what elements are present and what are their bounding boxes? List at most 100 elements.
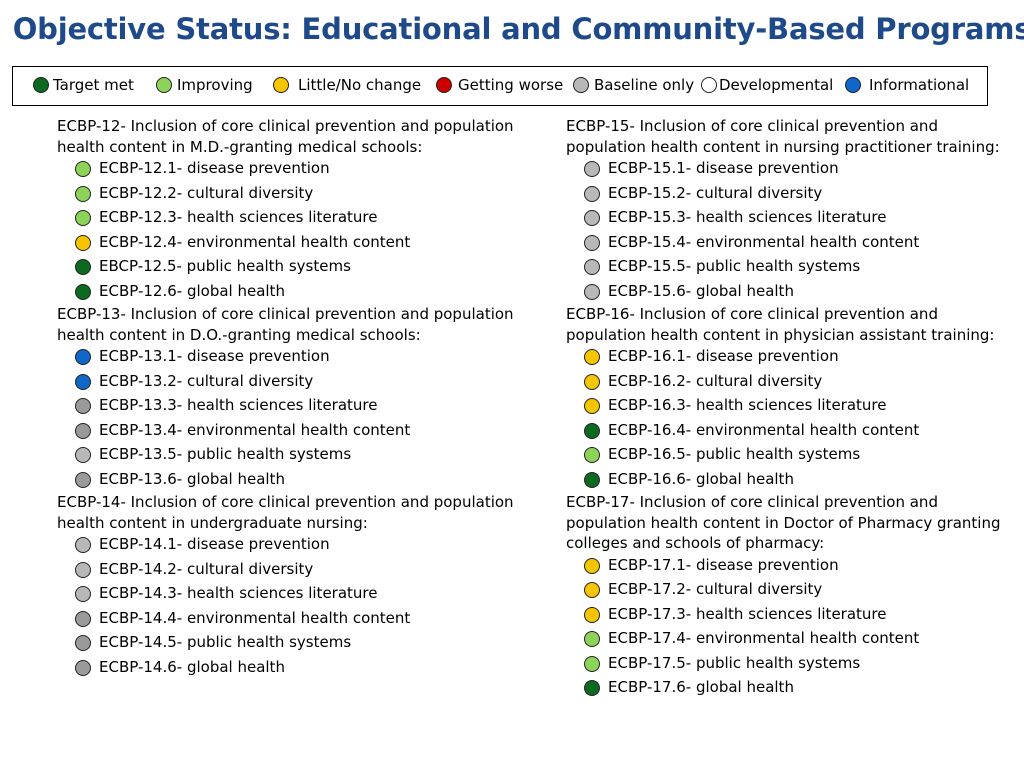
list-item: ECBP-15.2- cultural diversity — [566, 182, 1016, 207]
list-item-label: ECBP-17.2- cultural diversity — [608, 580, 823, 598]
legend-label: Developmental — [719, 76, 834, 94]
objective-ecbp-17: ECBP-17- Inclusion of core clinical prev… — [566, 492, 1016, 701]
objective-ecbp-12: ECBP-12- Inclusion of core clinical prev… — [57, 116, 527, 304]
list-item: ECBP-15.4- environmental health content — [566, 231, 1016, 256]
status-dot-icon — [436, 77, 452, 93]
objective-heading: ECBP-15- Inclusion of core clinical prev… — [566, 117, 1000, 156]
list-item-label: ECBP-14.3- health sciences literature — [99, 584, 378, 602]
status-dot-icon — [584, 210, 600, 226]
list-item: ECBP-13.1- disease prevention — [57, 345, 527, 370]
list-item: ECBP-15.3- health sciences literature — [566, 206, 1016, 231]
status-dot-icon — [75, 283, 91, 300]
objectives-right-column: ECBP-15- Inclusion of core clinical prev… — [566, 116, 1016, 701]
list-item-label: ECBP-17.3- health sciences literature — [608, 604, 887, 623]
status-legend: Target met Improving Little/No change Ge… — [12, 66, 988, 106]
objectives-left-column: ECBP-12- Inclusion of core clinical prev… — [57, 116, 527, 680]
list-item-label: ECBP-16.4- environmental health content — [608, 420, 920, 439]
list-item: ECBP-16.1- disease prevention — [566, 345, 1016, 370]
status-dot-icon — [584, 582, 600, 598]
status-dot-icon — [75, 610, 91, 627]
status-dot-icon — [584, 349, 600, 365]
list-item: ECBP-17.3- health sciences literature — [566, 603, 1016, 628]
list-item: ECBP-17.6- global health — [566, 676, 1016, 701]
list-item: ECBP-12.2- cultural diversity — [57, 182, 527, 207]
status-dot-icon — [584, 259, 600, 275]
objective-heading: ECBP-16- Inclusion of core clinical prev… — [566, 305, 995, 344]
objective-ecbp-15: ECBP-15- Inclusion of core clinical prev… — [566, 116, 1016, 304]
legend-label: Getting worse — [458, 76, 564, 94]
list-item: ECBP-12.6- global health — [57, 280, 527, 305]
list-item-label: ECBP-13.2- cultural diversity — [99, 371, 314, 390]
status-dot-icon — [75, 161, 91, 177]
list-item: ECBP-17.2- cultural diversity — [566, 578, 1016, 603]
status-dot-icon — [75, 422, 91, 439]
objective-heading: ECBP-17- Inclusion of core clinical prev… — [566, 493, 1001, 552]
list-item-label: EBCP-12.5- public health systems — [99, 257, 351, 275]
list-item-label: ECBP-14.2- cultural diversity — [99, 559, 314, 578]
list-item: ECBP-14.1- disease prevention — [57, 533, 527, 558]
status-dot-icon — [584, 398, 600, 414]
status-dot-icon — [33, 77, 49, 93]
list-item-label: ECBP-14.5- public health systems — [99, 633, 352, 651]
status-dot-icon — [75, 234, 91, 251]
objective-ecbp-13: ECBP-13- Inclusion of core clinical prev… — [57, 304, 527, 492]
list-item-label: ECBP-15.4- environmental health content — [608, 232, 920, 251]
status-dot-icon — [75, 537, 91, 553]
list-item-label: ECBP-16.1- disease prevention — [608, 347, 839, 365]
status-dot-icon — [75, 471, 91, 488]
objective-ecbp-16: ECBP-16- Inclusion of core clinical prev… — [566, 304, 1016, 492]
list-item: ECBP-16.4- environmental health content — [566, 419, 1016, 444]
status-dot-icon — [845, 77, 861, 93]
status-dot-icon — [584, 161, 600, 177]
list-item-label: ECBP-12.4- environmental health content — [99, 232, 411, 251]
status-dot-icon — [584, 283, 600, 300]
status-dot-icon — [75, 259, 91, 275]
list-item-label: ECBP-12.6- global health — [99, 281, 285, 300]
status-dot-icon — [584, 471, 600, 488]
status-dot-icon — [75, 659, 91, 676]
list-item: ECBP-15.5- public health systems — [566, 255, 1016, 280]
legend-label: Baseline only — [594, 76, 695, 94]
page-title: Objective Status: Educational and Commun… — [12, 12, 1024, 46]
list-item-label: ECBP-16.3- health sciences literature — [608, 396, 887, 414]
list-item-label: ECBP-17.6- global health — [608, 678, 794, 696]
status-dot-icon — [75, 586, 91, 602]
list-item: ECBP-14.3- health sciences literature — [57, 582, 527, 607]
status-dot-icon — [584, 631, 600, 647]
legend-label: Improving — [177, 76, 253, 94]
status-dot-icon — [75, 398, 91, 414]
status-dot-icon — [584, 606, 600, 623]
list-item-label: ECBP-14.4- environmental health content — [99, 608, 411, 627]
status-dot-icon — [75, 373, 91, 390]
list-item: ECBP-14.5- public health systems — [57, 631, 527, 656]
status-dot-icon — [584, 557, 600, 574]
list-item: ECBP-14.4- environmental health content — [57, 607, 527, 632]
list-item: ECBP-17.1- disease prevention — [566, 554, 1016, 579]
list-item-label: ECBP-13.1- disease prevention — [99, 347, 330, 365]
list-item-label: ECBP-14.6- global health — [99, 657, 285, 676]
list-item: ECBP-13.5- public health systems — [57, 443, 527, 468]
status-dot-icon — [75, 635, 91, 651]
list-item: ECBP-16.6- global health — [566, 468, 1016, 493]
list-item-label: ECBP-13.5- public health systems — [99, 445, 352, 463]
status-dot-icon — [75, 447, 91, 463]
status-dot-icon — [584, 373, 600, 390]
list-item: ECBP-12.3- health sciences literature — [57, 206, 527, 231]
status-dot-icon — [75, 349, 91, 365]
list-item: ECBP-13.4- environmental health content — [57, 419, 527, 444]
list-item: ECBP-13.6- global health — [57, 468, 527, 493]
list-item-label: ECBP-17.1- disease prevention — [608, 555, 839, 574]
list-item-label: ECBP-17.4- environmental health content — [608, 629, 920, 647]
status-dot-icon — [75, 185, 91, 202]
legend-label: Little/No change — [298, 76, 422, 94]
list-item-label: ECBP-12.1- disease prevention — [99, 159, 330, 177]
list-item-label: ECBP-12.2- cultural diversity — [99, 183, 314, 202]
list-item: ECBP-12.1- disease prevention — [57, 157, 527, 182]
status-dot-icon — [584, 234, 600, 251]
list-item: ECBP-16.2- cultural diversity — [566, 370, 1016, 395]
status-dot-icon — [584, 680, 600, 696]
status-dot-icon — [75, 210, 91, 226]
list-item: ECBP-14.2- cultural diversity — [57, 558, 527, 583]
list-item: ECBP-15.6- global health — [566, 280, 1016, 305]
objective-heading: ECBP-12- Inclusion of core clinical prev… — [57, 117, 514, 156]
